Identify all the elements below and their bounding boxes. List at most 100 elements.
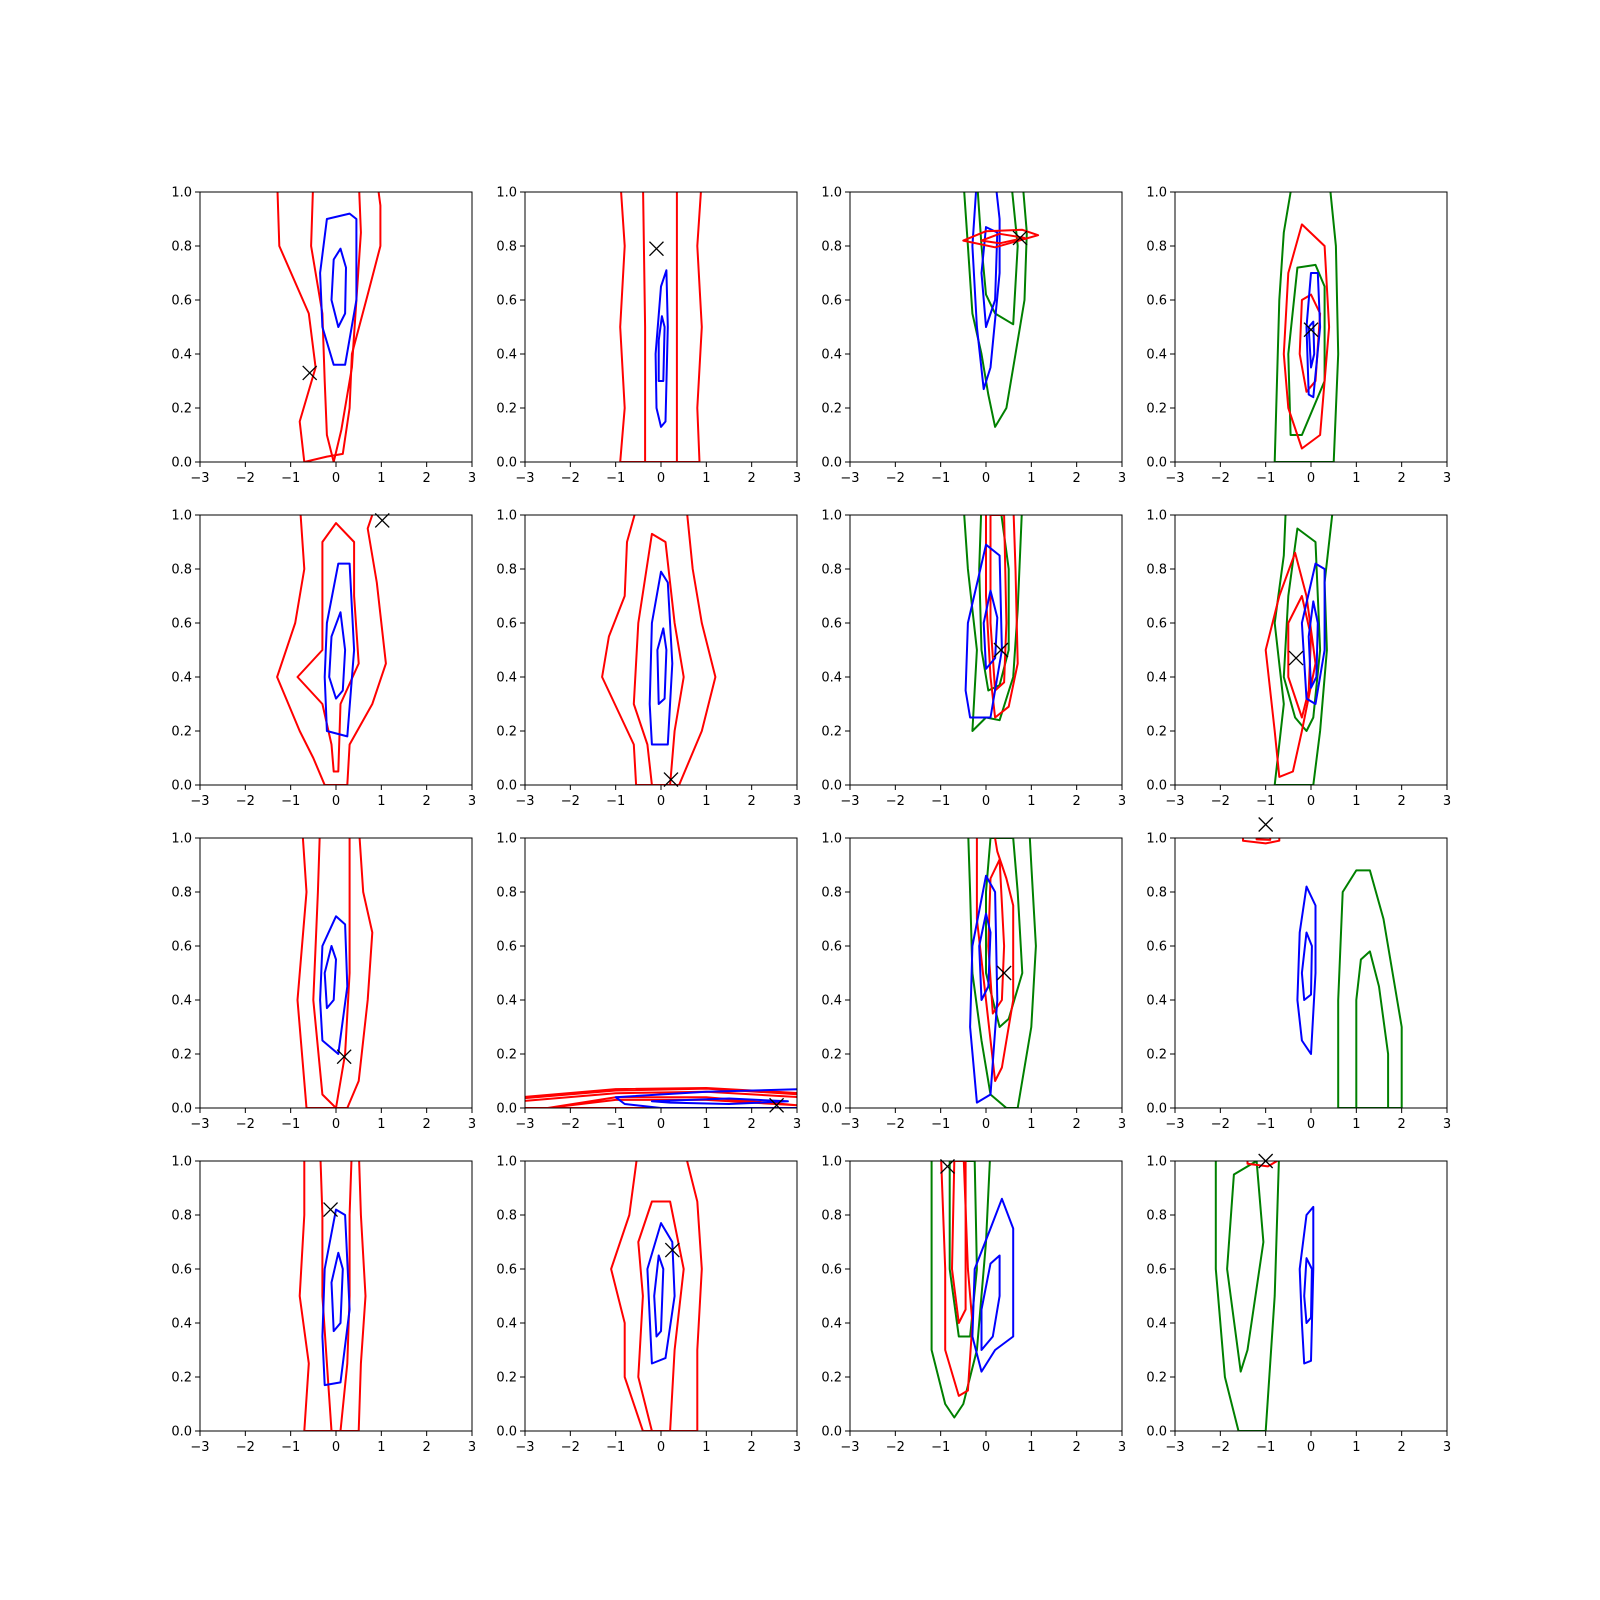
y-tick-label: 0.8 bbox=[171, 240, 192, 255]
x-tick-label: −2 bbox=[236, 794, 255, 809]
contour-blue-6 bbox=[1307, 320, 1316, 369]
x-tick-label: −3 bbox=[840, 1117, 859, 1132]
subplot-r2-c4: −3 −2 −1 0 1 2 3 0.0 0.2 0.4 0.6 0.8 1.0 bbox=[1146, 509, 1451, 810]
x-tick-label: 1 bbox=[1027, 1117, 1035, 1132]
x-tick-label: 2 bbox=[423, 1440, 431, 1455]
y-tick-label: 0.6 bbox=[1146, 617, 1167, 632]
y-tick-label: 0.4 bbox=[496, 1317, 517, 1332]
contour-red-4 bbox=[1287, 595, 1312, 719]
contour-blue-3 bbox=[654, 269, 669, 428]
x-tick-label: −1 bbox=[1256, 1440, 1275, 1455]
y-tick-label: 0.6 bbox=[1146, 940, 1167, 955]
subplot-r1-c3: −3 −2 −1 0 1 2 3 0.0 0.2 0.4 0.6 0.8 1.0 bbox=[821, 186, 1126, 487]
x-tick-label: −3 bbox=[1165, 1117, 1184, 1132]
y-tick-label: 0.8 bbox=[821, 563, 842, 578]
y-tick-label: 1.0 bbox=[821, 186, 842, 201]
y-tick-label: 0.6 bbox=[821, 1263, 842, 1278]
y-tick-label: 0.6 bbox=[1146, 294, 1167, 309]
y-tick-label: 0.6 bbox=[496, 1263, 517, 1278]
x-tick-label: 0 bbox=[332, 1440, 340, 1455]
plot-area bbox=[1242, 838, 1403, 1108]
x-tick-label: 0 bbox=[982, 471, 990, 486]
y-tick-label: 0.0 bbox=[171, 1425, 192, 1440]
y-tick-label: 1.0 bbox=[821, 509, 842, 524]
contour-blue-6 bbox=[1307, 600, 1319, 689]
x-tick-label: 2 bbox=[1073, 1440, 1081, 1455]
x-tick-label: 3 bbox=[1443, 1440, 1451, 1455]
x-marker bbox=[374, 512, 390, 528]
y-tick-label: 0.2 bbox=[171, 725, 192, 740]
contour-blue-5 bbox=[971, 1197, 1015, 1373]
y-tick-label: 0.2 bbox=[1146, 1371, 1167, 1386]
plot-area bbox=[962, 192, 1040, 428]
plot-area bbox=[610, 1161, 703, 1431]
y-tick-label: 1.0 bbox=[171, 832, 192, 847]
x-marker bbox=[993, 642, 1009, 658]
x-tick-label: −3 bbox=[515, 1440, 534, 1455]
x-marker bbox=[1258, 817, 1274, 832]
y-tick-label: 1.0 bbox=[821, 832, 842, 847]
x-tick-label: −2 bbox=[886, 1440, 905, 1455]
x-tick-label: −2 bbox=[236, 471, 255, 486]
x-tick-label: −2 bbox=[1211, 1117, 1230, 1132]
contour-red-3 bbox=[1246, 1161, 1278, 1168]
contour-blue-4 bbox=[330, 1251, 344, 1333]
axes-frame bbox=[199, 191, 473, 463]
x-tick-label: −1 bbox=[931, 1117, 950, 1132]
y-tick-label: 0.8 bbox=[1146, 563, 1167, 578]
y-tick-label: 0.6 bbox=[496, 294, 517, 309]
x-tick-label: 0 bbox=[332, 1117, 340, 1132]
x-marker bbox=[996, 965, 1012, 981]
x-tick-label: −2 bbox=[561, 1117, 580, 1132]
subplot-r4-c3: −3 −2 −1 0 1 2 3 0.0 0.2 0.4 0.6 0.8 1.0 bbox=[821, 1155, 1126, 1456]
x-tick-label: 0 bbox=[1307, 1117, 1315, 1132]
x-tick-label: −2 bbox=[1211, 794, 1230, 809]
subplot-r3-c3: −3 −2 −1 0 1 2 3 0.0 0.2 0.4 0.6 0.8 1.0 bbox=[821, 832, 1126, 1133]
x-tick-label: 2 bbox=[748, 794, 756, 809]
x-tick-label: −2 bbox=[886, 794, 905, 809]
x-tick-label: 1 bbox=[702, 794, 710, 809]
contour-blue-3 bbox=[648, 570, 674, 746]
contour-green-2 bbox=[1287, 263, 1326, 436]
plot-area bbox=[963, 515, 1023, 732]
x-tick-label: 3 bbox=[793, 471, 801, 486]
contour-red-3 bbox=[1282, 223, 1331, 450]
y-tick-label: 0.0 bbox=[496, 1102, 517, 1117]
axes-frame bbox=[524, 837, 798, 1109]
x-tick-label: −3 bbox=[515, 794, 534, 809]
y-tick-label: 0.0 bbox=[1146, 779, 1167, 794]
x-tick-label: 1 bbox=[377, 1117, 385, 1132]
x-tick-label: −1 bbox=[931, 1440, 950, 1455]
x-tick-label: 1 bbox=[702, 1117, 710, 1132]
x-tick-label: 3 bbox=[468, 471, 476, 486]
y-tick-label: 0.0 bbox=[496, 779, 517, 794]
y-tick-label: 0.4 bbox=[496, 671, 517, 686]
contour-blue-3 bbox=[646, 1222, 676, 1365]
y-tick-label: 1.0 bbox=[1146, 509, 1167, 524]
x-tick-label: −1 bbox=[281, 1117, 300, 1132]
x-tick-label: 2 bbox=[1398, 471, 1406, 486]
y-tick-label: 0.6 bbox=[821, 940, 842, 955]
contour-red-1 bbox=[610, 1161, 703, 1431]
contour-red-2 bbox=[310, 192, 362, 462]
x-tick-label: −1 bbox=[281, 794, 300, 809]
x-tick-label: −3 bbox=[840, 1440, 859, 1455]
subplot-r3-c4: −3 −2 −1 0 1 2 3 0.0 0.2 0.4 0.6 0.8 1.0 bbox=[1146, 817, 1451, 1132]
x-tick-label: 2 bbox=[748, 471, 756, 486]
contour-red-2 bbox=[296, 522, 360, 773]
x-tick-label: 1 bbox=[1027, 794, 1035, 809]
y-tick-label: 0.0 bbox=[496, 1425, 517, 1440]
x-tick-label: −1 bbox=[1256, 1117, 1275, 1132]
x-tick-label: 0 bbox=[982, 1117, 990, 1132]
x-tick-label: 2 bbox=[423, 1117, 431, 1132]
y-tick-label: 0.0 bbox=[496, 456, 517, 471]
contour-red-6 bbox=[980, 232, 1026, 245]
x-tick-label: −2 bbox=[886, 471, 905, 486]
y-tick-label: 0.4 bbox=[821, 994, 842, 1009]
y-tick-label: 0.2 bbox=[496, 402, 517, 417]
x-tick-label: 3 bbox=[1118, 471, 1126, 486]
y-tick-label: 0.4 bbox=[821, 671, 842, 686]
contour-red-4 bbox=[989, 515, 1008, 692]
y-tick-label: 0.0 bbox=[1146, 456, 1167, 471]
x-tick-label: −1 bbox=[1256, 794, 1275, 809]
